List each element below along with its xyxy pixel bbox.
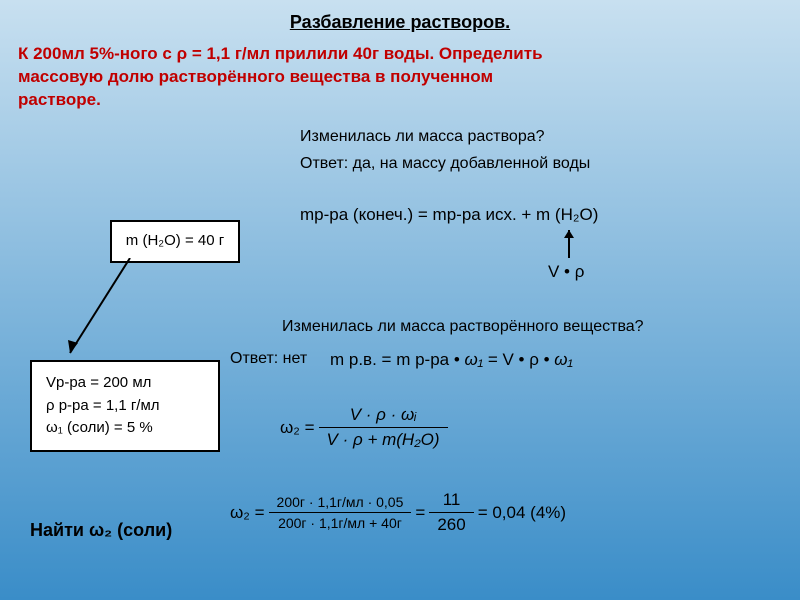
equation-solute-mass: m р.в. = m р-ра • ω₁ = V • ρ • ω₁	[330, 350, 573, 370]
v-rho-text: V • ρ	[548, 262, 584, 282]
frac1-num: V · ρ · ωᵢ	[319, 405, 448, 428]
given-density: ρ р-ра = 1,1 г/мл	[46, 395, 204, 418]
eq2-omega1-a: ω₁	[465, 350, 484, 369]
frac3-num: 11	[429, 490, 473, 513]
problem-statement: К 200мл 5%-ного с ρ = 1,1 г/мл прилили 4…	[0, 33, 800, 116]
omega2-label: ω₂ =	[280, 418, 315, 438]
omega2-formula: ω₂ = V · ρ · ωᵢ V · ρ + m(H₂O)	[280, 405, 452, 450]
answer-1: Ответ: да, на массу добавленной воды	[300, 155, 590, 173]
answer-2: Ответ: нет	[230, 350, 307, 368]
fraction-values: 200г · 1,1г/мл · 0,05 200г · 1,1г/мл + 4…	[269, 494, 412, 531]
omega2calc-label: ω₂ =	[230, 503, 265, 523]
page-title: Разбавление растворов.	[0, 0, 800, 33]
connector-line-icon	[60, 258, 140, 368]
question-1: Изменилась ли масса раствора?	[300, 128, 545, 146]
eq2-part-a: m р.в. = m р-ра •	[330, 350, 465, 369]
fraction-formula: V · ρ · ωᵢ V · ρ + m(H₂O)	[319, 405, 448, 450]
eq2-part-c: = V • ρ •	[483, 350, 554, 369]
frac1-den: V · ρ + m(H₂O)	[319, 428, 448, 450]
frac2-den: 200г · 1,1г/мл + 40г	[269, 513, 412, 531]
question-2: Изменилась ли масса растворённого вещест…	[282, 318, 644, 336]
given-omega1: ω₁ (соли) = 5 %	[46, 417, 204, 440]
problem-line1: К 200мл 5%-ного с ρ = 1,1 г/мл прилили 4…	[18, 44, 543, 63]
problem-line2: массовую долю растворённого вещества в п…	[18, 67, 493, 86]
problem-line3: растворе.	[18, 90, 101, 109]
frac3-den: 260	[429, 513, 473, 535]
find-label: Найти ω₂ (соли)	[30, 520, 172, 541]
box-given-data: Vр-ра = 200 мл ρ р-ра = 1,1 г/мл ω₁ (сол…	[30, 360, 220, 452]
frac2-num: 200г · 1,1г/мл · 0,05	[269, 494, 412, 513]
arrow-up-icon	[568, 230, 570, 258]
equation-mass-final: mр-ра (конеч.) = mр-ра исх. + m (H₂O)	[300, 205, 598, 225]
equals-1: =	[415, 503, 425, 523]
omega2-calculation: ω₂ = 200г · 1,1г/мл · 0,05 200г · 1,1г/м…	[230, 490, 566, 535]
box-h2o-mass: m (H₂O) = 40 г	[110, 220, 240, 263]
fraction-simplified: 11 260	[429, 490, 473, 535]
result-text: = 0,04 (4%)	[478, 503, 566, 523]
given-volume: Vр-ра = 200 мл	[46, 372, 204, 395]
eq2-omega1-b: ω₁	[554, 350, 573, 369]
